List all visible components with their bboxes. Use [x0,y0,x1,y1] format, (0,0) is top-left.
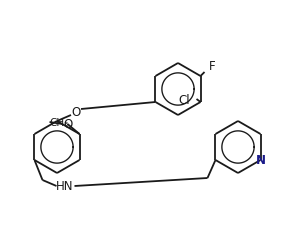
Text: O: O [63,118,72,131]
Text: Cl: Cl [179,93,190,106]
Text: CH₃: CH₃ [49,117,69,128]
Text: O: O [71,106,81,119]
Text: N: N [255,154,265,167]
Text: HN: HN [56,180,73,193]
Text: F: F [209,60,216,73]
